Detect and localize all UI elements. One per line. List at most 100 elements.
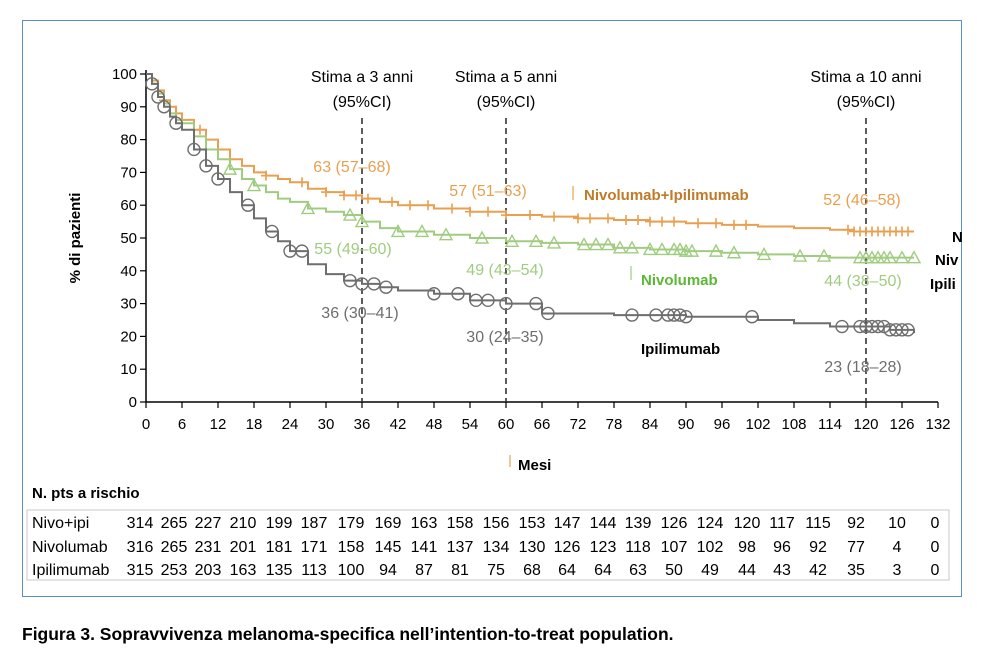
reference-ci-label: (95%CI) <box>837 94 896 111</box>
risk-value: 35 <box>847 562 865 579</box>
risk-value: 145 <box>375 539 402 556</box>
risk-value: 171 <box>301 539 328 556</box>
x-tick-label: 72 <box>570 416 587 433</box>
y-axis-label: % di pazienti <box>67 193 84 284</box>
censor-marker <box>684 243 700 257</box>
figure-frame <box>22 20 962 597</box>
risk-value: 0 <box>931 539 940 556</box>
risk-value: 126 <box>661 515 688 532</box>
censor-marker <box>427 287 441 301</box>
y-tick-label: 50 <box>120 230 137 247</box>
x-tick-label: 114 <box>818 416 842 433</box>
risk-value: 118 <box>625 539 651 556</box>
censor-marker <box>222 161 238 175</box>
y-tick-label: 30 <box>120 296 137 313</box>
risk-value: 227 <box>195 515 222 532</box>
risk-value: 120 <box>734 515 761 532</box>
risk-value: 49 <box>701 562 719 579</box>
x-tick-label: 108 <box>781 416 806 433</box>
reference-label: Stima a 3 anni <box>311 69 413 86</box>
censor-marker <box>354 214 370 228</box>
estimate-label: 30 (24–35) <box>466 329 543 346</box>
risk-row-label: Nivolumab <box>32 539 108 556</box>
estimate-label: 36 (30–41) <box>321 305 398 322</box>
y-tick-label: 20 <box>120 328 137 345</box>
x-tick-label: 120 <box>853 416 878 433</box>
risk-value: 163 <box>230 562 257 579</box>
censor-marker <box>549 211 559 222</box>
censor-marker <box>387 196 397 207</box>
censor-marker <box>528 233 544 247</box>
y-tick-label: 10 <box>120 361 137 378</box>
censor-marker <box>297 177 307 188</box>
x-tick-label: 6 <box>178 416 186 433</box>
risk-value: 126 <box>554 539 581 556</box>
censor-marker <box>600 237 616 251</box>
estimate-label: 23 (18–28) <box>824 359 901 376</box>
risk-value: 92 <box>847 515 865 532</box>
censor-marker <box>541 306 555 321</box>
risk-value: 98 <box>738 539 756 556</box>
x-tick-label: 54 <box>462 416 479 433</box>
censor-marker <box>901 323 915 337</box>
censor-marker <box>642 242 658 256</box>
series-line <box>146 73 915 334</box>
risk-value: 117 <box>769 515 795 532</box>
y-tick-label: 40 <box>120 263 137 280</box>
censor-marker <box>576 237 592 251</box>
risk-value: 44 <box>738 562 756 579</box>
censor-marker <box>529 296 543 311</box>
risk-value: 147 <box>554 515 581 532</box>
risk-value: 94 <box>379 562 397 579</box>
censor-marker <box>657 216 667 227</box>
estimate-label: 44 (38–50) <box>824 273 901 290</box>
x-tick-label: 42 <box>390 416 407 433</box>
risk-value: 134 <box>483 539 510 556</box>
risk-value: 179 <box>338 515 365 532</box>
censor-marker <box>525 210 535 221</box>
estimate-label: 52 (46–58) <box>823 192 900 209</box>
risk-value: 96 <box>773 539 791 556</box>
risk-value: 199 <box>266 515 293 532</box>
censor-marker <box>573 213 583 224</box>
x-axis-label: Mesi <box>518 457 551 474</box>
censor-marker <box>481 293 495 308</box>
censor-marker <box>726 245 742 259</box>
censor-marker <box>585 213 595 224</box>
x-tick-label: 84 <box>642 416 659 433</box>
risk-value: 314 <box>127 515 154 532</box>
y-tick-label: 0 <box>129 394 137 411</box>
reference-label: Stima a 10 anni <box>810 69 921 86</box>
series-name-label: Nivolumab <box>641 272 718 289</box>
x-tick-label: 30 <box>318 416 335 433</box>
risk-value: 64 <box>594 562 612 579</box>
censor-marker <box>906 250 922 264</box>
censor-marker <box>871 319 885 334</box>
y-tick-label: 100 <box>112 66 137 83</box>
censor-marker <box>708 243 724 257</box>
risk-value: 43 <box>773 562 791 579</box>
censor-marker <box>151 90 165 104</box>
censor-marker <box>756 246 772 261</box>
censor-marker <box>474 230 490 244</box>
risk-value: 158 <box>338 539 365 556</box>
x-tick-label: 36 <box>354 416 371 433</box>
censor-marker <box>654 242 670 256</box>
censor-marker <box>265 224 279 239</box>
censor-marker <box>199 159 213 173</box>
risk-value: 87 <box>415 562 433 579</box>
x-tick-label: 66 <box>534 416 551 433</box>
censor-marker <box>729 219 739 230</box>
x-tick-label: 0 <box>142 416 150 433</box>
series-name-label: Ipilimumab <box>641 341 720 358</box>
risk-value: 68 <box>523 562 541 579</box>
x-tick-label: 102 <box>745 416 770 433</box>
x-tick-label: 60 <box>498 416 515 433</box>
censor-marker <box>882 250 898 264</box>
censor-marker <box>261 170 271 181</box>
censor-marker <box>603 213 613 224</box>
risk-value: 0 <box>931 562 940 579</box>
censor-marker <box>169 116 183 130</box>
y-tick-label: 70 <box>120 164 137 181</box>
